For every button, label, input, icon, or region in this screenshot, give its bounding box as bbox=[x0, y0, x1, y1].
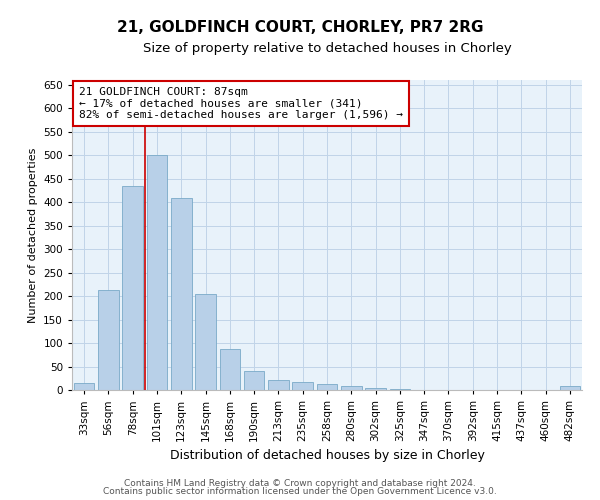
Bar bbox=[171, 198, 191, 390]
Bar bbox=[268, 380, 289, 390]
Y-axis label: Number of detached properties: Number of detached properties bbox=[28, 148, 38, 322]
Bar bbox=[244, 371, 265, 390]
X-axis label: Distribution of detached houses by size in Chorley: Distribution of detached houses by size … bbox=[170, 450, 484, 462]
Text: Contains HM Land Registry data © Crown copyright and database right 2024.: Contains HM Land Registry data © Crown c… bbox=[124, 478, 476, 488]
Bar bbox=[292, 382, 313, 390]
Bar bbox=[122, 186, 143, 390]
Bar bbox=[365, 388, 386, 390]
Bar bbox=[98, 290, 119, 390]
Bar bbox=[317, 384, 337, 390]
Bar bbox=[220, 349, 240, 390]
Bar bbox=[74, 383, 94, 390]
Text: 21, GOLDFINCH COURT, CHORLEY, PR7 2RG: 21, GOLDFINCH COURT, CHORLEY, PR7 2RG bbox=[117, 20, 483, 35]
Bar bbox=[341, 386, 362, 390]
Text: Contains public sector information licensed under the Open Government Licence v3: Contains public sector information licen… bbox=[103, 487, 497, 496]
Bar bbox=[195, 294, 216, 390]
Bar bbox=[389, 389, 410, 390]
Bar bbox=[146, 155, 167, 390]
Text: 21 GOLDFINCH COURT: 87sqm
← 17% of detached houses are smaller (341)
82% of semi: 21 GOLDFINCH COURT: 87sqm ← 17% of detac… bbox=[79, 87, 403, 120]
Title: Size of property relative to detached houses in Chorley: Size of property relative to detached ho… bbox=[143, 42, 511, 55]
Bar bbox=[560, 386, 580, 390]
